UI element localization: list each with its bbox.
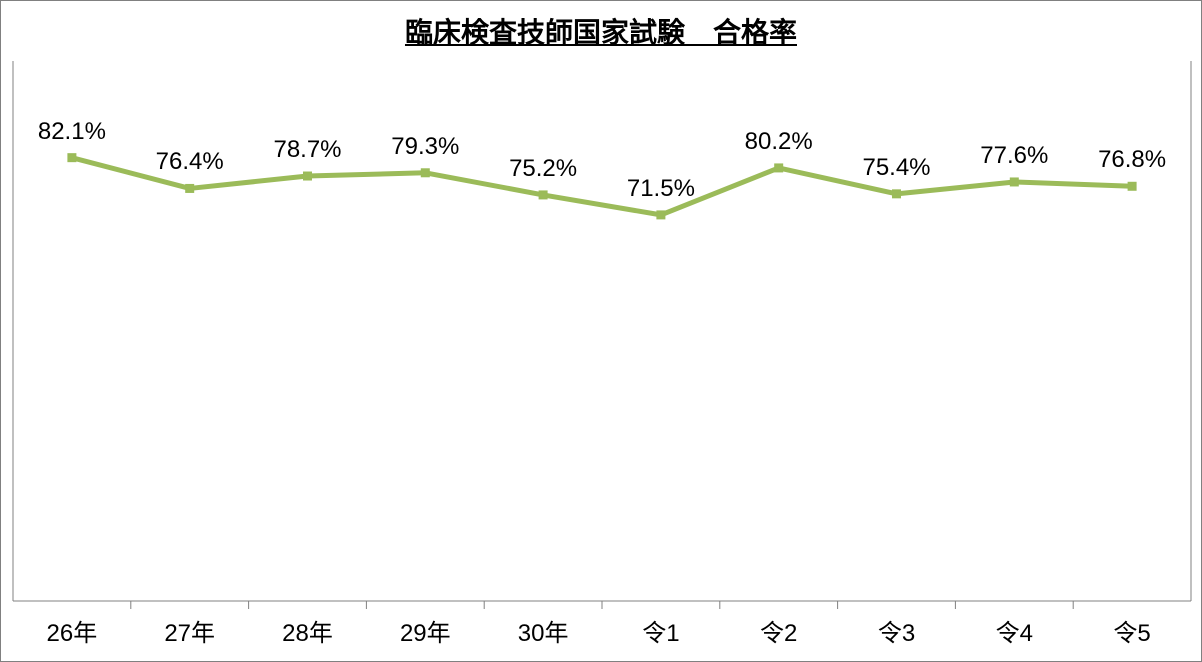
x-axis-label: 令1 (642, 613, 679, 648)
data-label: 82.1% (38, 118, 106, 146)
data-label: 71.5% (627, 175, 695, 203)
data-label: 78.7% (273, 136, 341, 164)
plot-area: 82.1% 76.4% 78.7% 79.3% 75.2% 71.5% 80.2% 75.4%… (13, 61, 1191, 601)
chart-title: 臨床検査技師国家試験 合格率 (1, 11, 1201, 51)
data-label: 76.8% (1098, 146, 1166, 174)
x-axis-label: 30年 (518, 613, 569, 648)
data-label: 76.4% (156, 148, 224, 176)
x-axis-label: 令2 (760, 613, 797, 648)
x-axis-label: 29年 (400, 613, 451, 648)
data-label: 75.2% (509, 155, 577, 183)
x-axis-label: 令4 (996, 613, 1033, 648)
data-label: 79.3% (391, 133, 459, 161)
x-axis-label: 令5 (1113, 613, 1150, 648)
data-label: 77.6% (980, 142, 1048, 170)
data-label: 80.2% (745, 128, 813, 156)
chart-container: 臨床検査技師国家試験 合格率 82.1% 76.4% 78.7% 79.3% 75.2%… (0, 0, 1202, 662)
x-axis-label: 27年 (164, 613, 215, 648)
x-axis-label: 令3 (878, 613, 915, 648)
x-axis-label: 26年 (47, 613, 98, 648)
x-axis-label: 28年 (282, 613, 333, 648)
data-label: 75.4% (862, 154, 930, 182)
